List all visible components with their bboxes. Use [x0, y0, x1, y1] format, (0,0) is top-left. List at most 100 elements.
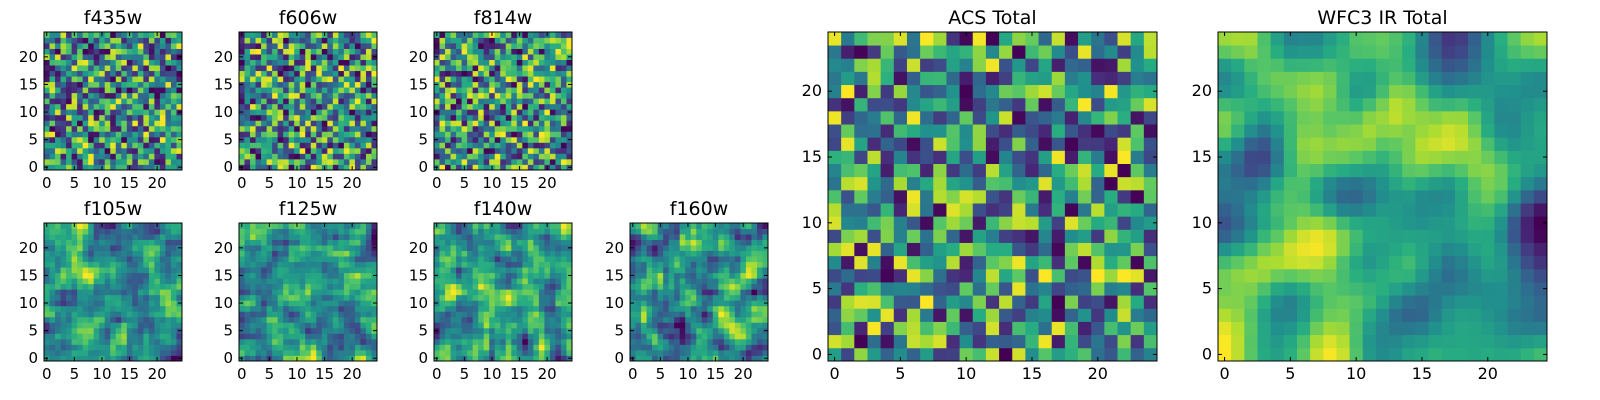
heatmap-cell	[165, 267, 172, 274]
heatmap-cell	[657, 311, 664, 318]
heatmap-cell	[467, 114, 474, 121]
heatmap-cell	[349, 65, 356, 72]
heatmap-cell	[371, 142, 378, 149]
heatmap-cell	[740, 234, 747, 240]
heatmap-cell	[176, 43, 183, 49]
heatmap-cell	[93, 114, 100, 121]
heatmap-cell	[933, 216, 947, 230]
heatmap-cell	[999, 163, 1013, 178]
heatmap-cell	[467, 256, 474, 263]
heatmap-cell	[920, 229, 934, 243]
heatmap-cell	[277, 158, 284, 165]
heatmap-cell	[439, 261, 446, 268]
heatmap-cell	[154, 272, 161, 279]
heatmap-cell	[461, 311, 468, 318]
heatmap-cell	[478, 300, 485, 307]
heatmap-cell	[244, 283, 251, 290]
heatmap-cell	[332, 223, 339, 229]
heatmap-cell	[266, 333, 273, 340]
heatmap-cell	[527, 59, 534, 66]
heatmap-cell	[555, 283, 562, 290]
heatmap-cell	[272, 81, 279, 88]
heatmap-cell	[472, 327, 479, 334]
heatmap-cell	[283, 109, 290, 116]
heatmap-cell	[445, 109, 451, 116]
heatmap-cell	[310, 125, 317, 132]
heatmap-cell	[327, 349, 334, 356]
heatmap-cell	[371, 98, 378, 105]
heatmap-cell	[663, 333, 670, 340]
heatmap-cell	[745, 261, 752, 268]
heatmap-cell	[294, 109, 301, 116]
heatmap-cell	[310, 349, 317, 356]
heatmap-cell	[283, 316, 290, 323]
heatmap-cell	[77, 81, 84, 88]
heatmap-cell	[277, 316, 284, 323]
heatmap-cell	[126, 250, 133, 257]
heatmap-cell	[371, 48, 378, 55]
x-tick-label: 0	[42, 174, 52, 192]
y-tick-label: 20	[19, 239, 38, 257]
heatmap-cell	[66, 103, 72, 110]
heatmap-cell	[674, 338, 681, 345]
heatmap-cell	[316, 316, 323, 323]
heatmap-cell	[266, 316, 273, 323]
heatmap-cell	[718, 272, 725, 279]
heatmap-cell	[745, 223, 752, 229]
heatmap-cell	[544, 43, 551, 49]
heatmap-cell	[762, 294, 769, 301]
heatmap-cell	[316, 37, 323, 44]
heatmap-cell	[360, 333, 367, 340]
heatmap-cell	[126, 239, 133, 246]
heatmap-cell	[1038, 242, 1053, 257]
heatmap-cell	[148, 267, 155, 274]
heatmap-cell	[1012, 255, 1026, 270]
heatmap-cell	[332, 59, 339, 66]
heatmap-cell	[115, 109, 122, 116]
heatmap-cell	[538, 327, 545, 334]
heatmap-cell	[239, 142, 245, 149]
heatmap-cells	[434, 32, 573, 171]
heatmap-cell	[371, 322, 378, 329]
heatmap-cell	[77, 158, 84, 165]
heatmap-cell	[461, 283, 468, 290]
heatmap-cell	[332, 256, 339, 263]
heatmap-cell	[77, 289, 84, 296]
heatmap-cell	[663, 234, 670, 240]
heatmap-cell	[478, 92, 485, 99]
heatmap-cell	[277, 311, 284, 318]
heatmap-cell	[239, 114, 245, 121]
heatmap-cell	[467, 70, 474, 77]
heatmap-cell	[734, 333, 741, 340]
panel-title: f814w	[474, 7, 533, 29]
heatmap-cell	[165, 87, 172, 94]
heatmap-cell	[283, 283, 290, 290]
heatmap-cell	[734, 289, 741, 296]
heatmap-cell	[734, 267, 741, 274]
heatmap-cell	[560, 349, 567, 356]
heatmap-cell	[516, 349, 523, 356]
heatmap-cell	[60, 70, 67, 77]
heatmap-cell	[566, 278, 573, 285]
heatmap-cell	[456, 294, 462, 301]
heatmap-cell	[277, 327, 284, 334]
heatmap-cell	[439, 32, 446, 38]
heatmap-cell	[516, 54, 523, 60]
heatmap-cell	[450, 142, 457, 149]
heatmap-cell	[439, 283, 446, 290]
heatmap-cell	[685, 261, 692, 268]
heatmap-cell	[630, 278, 636, 285]
heatmap-cell	[439, 87, 446, 94]
heatmap-cell	[349, 114, 356, 121]
heatmap-cell	[712, 344, 719, 351]
heatmap-cell	[272, 92, 279, 99]
heatmap-cell	[1051, 216, 1066, 230]
heatmap-cell	[49, 349, 56, 356]
heatmap-cell	[472, 228, 479, 235]
heatmap-cell	[338, 261, 345, 268]
heatmap-cell	[148, 228, 155, 235]
heatmap-cell	[533, 147, 540, 154]
heatmap-cell	[277, 278, 284, 285]
heatmap-cell	[439, 234, 446, 240]
